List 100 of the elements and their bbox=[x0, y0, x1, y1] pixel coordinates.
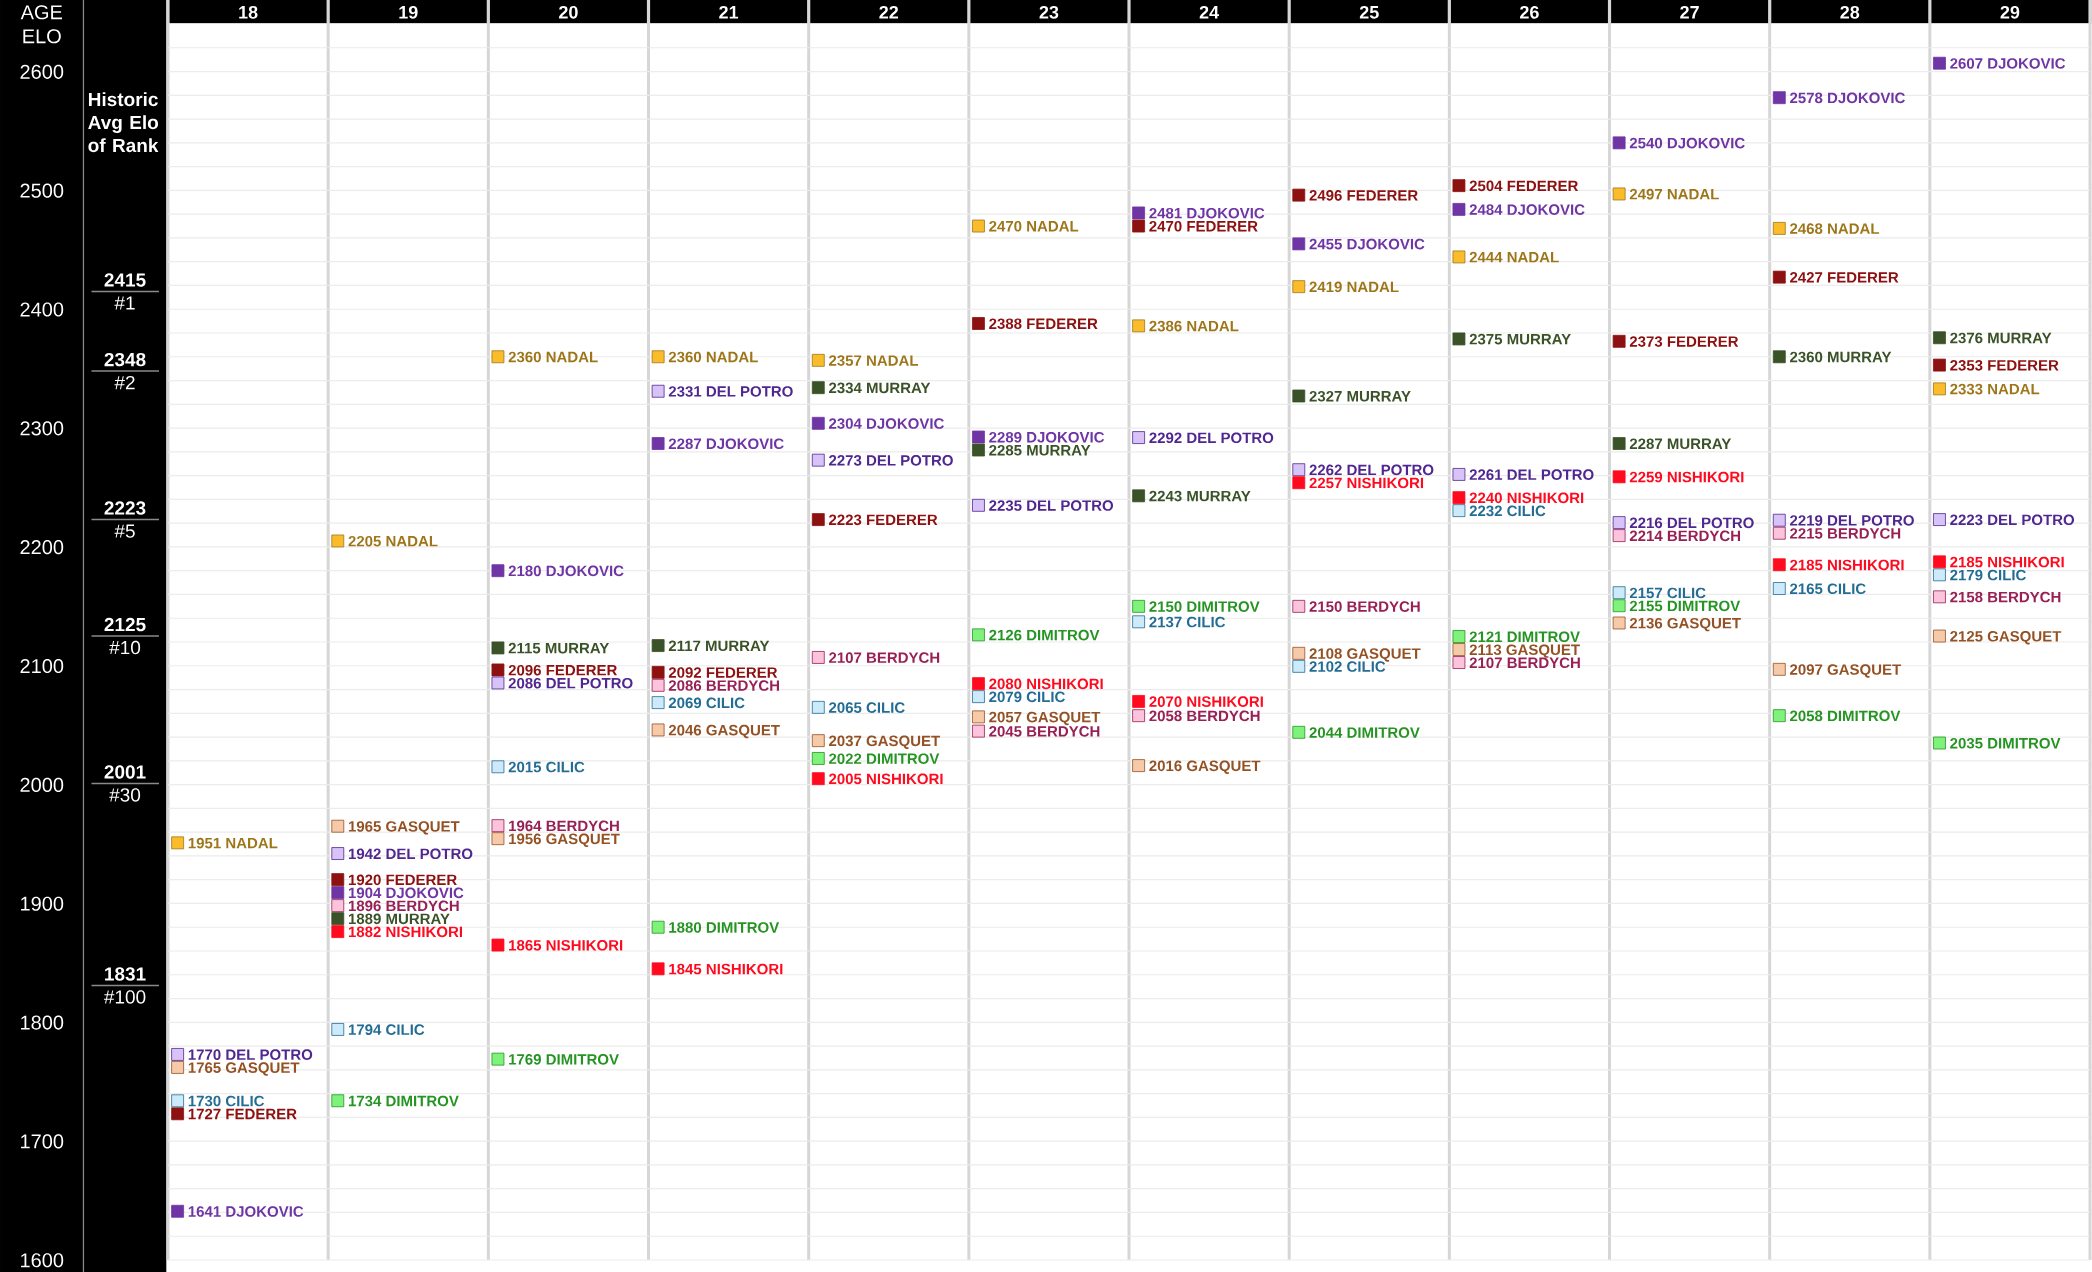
data-label: 2470 bbox=[989, 220, 1022, 232]
data-label: 2444 bbox=[1469, 251, 1503, 263]
text: DJOKOVIC bbox=[1187, 207, 1265, 219]
data-label: 2578 bbox=[1790, 92, 1823, 104]
x-tick-label: 22 bbox=[879, 5, 899, 19]
text: DJOKOVIC bbox=[1667, 137, 1745, 149]
text: CILIC bbox=[1827, 583, 1866, 595]
data-label: 2185 bbox=[1950, 556, 1983, 568]
text: FEDERER bbox=[1507, 180, 1579, 192]
text: BERDYCH bbox=[1347, 601, 1420, 612]
text: CILIC bbox=[1507, 505, 1546, 517]
data-label: 2092 bbox=[668, 667, 702, 678]
text: MURRAY bbox=[1988, 332, 2052, 344]
text: BERDYCH bbox=[706, 680, 780, 691]
data-label: 1889 bbox=[348, 913, 381, 925]
text: GASQUET bbox=[546, 833, 620, 847]
series-label: DJOKOVIC bbox=[867, 418, 944, 429]
data-label: 1920 bbox=[348, 874, 381, 886]
text: CILIC bbox=[1987, 569, 2026, 581]
x-axis-title: AGE bbox=[20, 5, 63, 20]
data-label: 1765 bbox=[188, 1062, 221, 1073]
text: MURRAY bbox=[1347, 391, 1411, 402]
data-label: 2046 bbox=[668, 724, 702, 736]
text: DIMITROV bbox=[1347, 727, 1420, 738]
y-tick-label: 2300 bbox=[20, 421, 64, 436]
data-label: 2185 bbox=[1790, 559, 1823, 571]
text: DJOKOVIC bbox=[1507, 204, 1585, 215]
data-label: 2287 bbox=[668, 438, 702, 450]
text: DEL POTRO bbox=[1988, 514, 2075, 526]
x-tick-label: 26 bbox=[1520, 5, 1539, 19]
text: GASQUET bbox=[386, 821, 460, 835]
y-tick-label: 1800 bbox=[21, 1015, 64, 1030]
data-label: 2327 bbox=[1309, 390, 1342, 402]
text: NISHIKORI bbox=[1667, 471, 1744, 483]
data-label: 2259 bbox=[1629, 471, 1663, 483]
text: MURRAY bbox=[545, 643, 610, 654]
data-label: 2223 bbox=[1950, 514, 1983, 526]
text: GASQUET bbox=[1347, 648, 1421, 662]
y-tick-label: 2500 bbox=[20, 183, 64, 198]
text: MURRAY bbox=[1027, 445, 1091, 456]
data-label: 2086 bbox=[508, 677, 541, 689]
text: GASQUET bbox=[866, 735, 941, 749]
text: DEL POTRO bbox=[1828, 515, 1914, 526]
text: NADAL bbox=[867, 355, 919, 366]
data-label: 2273 bbox=[829, 455, 862, 466]
data-label: 2304 bbox=[829, 418, 862, 429]
ref-line-label: 2001 #30 bbox=[104, 765, 146, 802]
text: CILIC bbox=[1026, 691, 1065, 703]
text: NADAL bbox=[386, 536, 438, 547]
text: NISHIKORI bbox=[386, 926, 463, 938]
data-label: 2086 bbox=[668, 680, 702, 691]
text: DEL POTRO bbox=[1667, 517, 1754, 529]
text: CILIC bbox=[1186, 616, 1226, 628]
text: NISHIKORI bbox=[1347, 477, 1424, 489]
data-label: 2070 bbox=[1149, 696, 1182, 707]
data-label: 2117 bbox=[668, 640, 701, 651]
x-tick-label: 18 bbox=[239, 5, 258, 19]
data-label: 2360 bbox=[508, 351, 541, 363]
y-tick-label: 2200 bbox=[20, 540, 64, 555]
data-label: 2150 bbox=[1309, 601, 1342, 612]
data-label: 1951 bbox=[188, 837, 221, 849]
y-tick-label: 1900 bbox=[21, 896, 64, 911]
y-tick-label: 2100 bbox=[20, 658, 64, 674]
text: DIMITROV bbox=[546, 1054, 619, 1065]
y-tick-label: 2400 bbox=[20, 302, 64, 317]
text: FEDERER bbox=[546, 665, 618, 676]
data-label: 2292 bbox=[1149, 432, 1182, 444]
y-tick-label: 2000 bbox=[20, 777, 64, 792]
data-label: 1770 bbox=[188, 1049, 221, 1060]
text: NISHIKORI bbox=[1027, 678, 1103, 690]
data-label: 2262 bbox=[1309, 464, 1342, 476]
text: DEL POTRO bbox=[1187, 432, 1274, 444]
data-label: 1734 bbox=[348, 1095, 382, 1107]
text: BERDYCH bbox=[386, 900, 459, 912]
data-label: 2261 bbox=[1469, 469, 1503, 480]
data-label: 2427 bbox=[1790, 272, 1823, 283]
data-label: 1880 bbox=[669, 922, 702, 933]
text: Historic Avg Elo of Rank bbox=[88, 92, 159, 153]
data-label: 2287 bbox=[1629, 438, 1663, 450]
data-label: 2102 bbox=[1309, 661, 1342, 672]
data-label: 2165 bbox=[1790, 583, 1823, 595]
data-label: 2158 bbox=[1950, 591, 1983, 603]
data-label: 2373 bbox=[1629, 336, 1663, 347]
data-label: 2107 bbox=[1469, 657, 1502, 669]
data-label: 2065 bbox=[829, 702, 862, 713]
data-label: 2360 bbox=[668, 351, 702, 363]
y-tick-label: 1700 bbox=[21, 1134, 64, 1149]
text: NADAL bbox=[226, 837, 278, 849]
text: MURRAY bbox=[1828, 351, 1892, 363]
data-label: 2333 bbox=[1950, 383, 1983, 395]
text: NADAL bbox=[1667, 189, 1719, 200]
text: BERDYCH bbox=[1988, 591, 2061, 603]
data-label: 2468 bbox=[1790, 223, 1823, 234]
text: DIMITROV bbox=[1507, 631, 1580, 643]
data-label: 2205 bbox=[348, 535, 381, 547]
text: CILIC bbox=[546, 761, 585, 773]
text: NISHIKORI bbox=[546, 939, 623, 951]
data-label: 2219 bbox=[1790, 515, 1823, 526]
x-tick-label: 29 bbox=[2000, 5, 2020, 19]
text: MURRAY bbox=[867, 382, 931, 394]
